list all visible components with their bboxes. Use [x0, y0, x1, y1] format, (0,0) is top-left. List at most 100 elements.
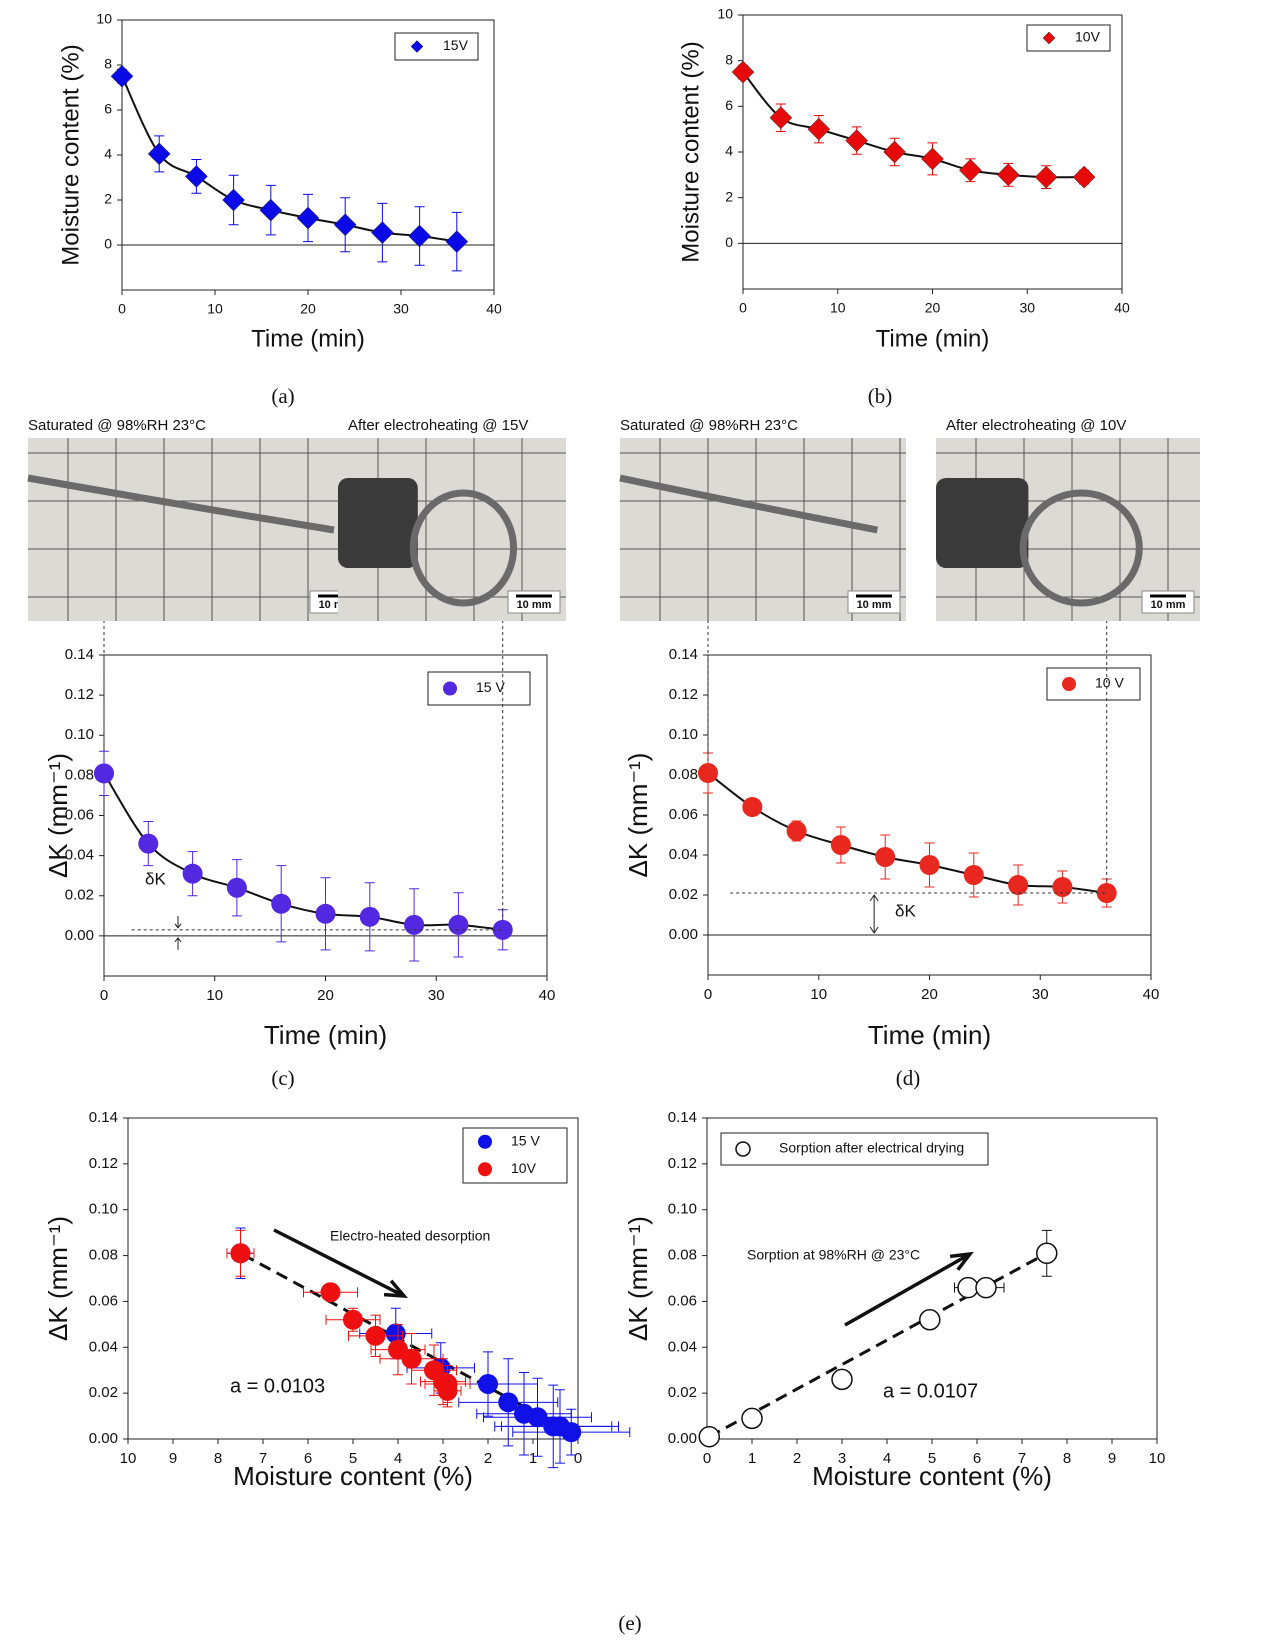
- y-tick-label: 0.06: [89, 1292, 118, 1309]
- data-point: [230, 1243, 251, 1264]
- data-point: [769, 106, 793, 130]
- data-point: [404, 914, 425, 935]
- x-tick-label: 40: [486, 301, 502, 317]
- data-point: [698, 1425, 720, 1448]
- x-axis-title: Time (min): [264, 1020, 387, 1050]
- y-axis-title: Moisture content (%): [57, 44, 84, 265]
- data-point: [222, 188, 245, 212]
- y-axis-title: ΔK (mm⁻¹): [623, 753, 653, 878]
- annotation: a = 0.0103: [230, 1375, 325, 1397]
- data-point: [830, 835, 851, 855]
- x-tick-label: 40: [1143, 986, 1160, 1003]
- y-tick-label: 0.14: [669, 646, 698, 663]
- x-tick-label: 0: [703, 1450, 711, 1467]
- data-point: [561, 1422, 582, 1443]
- y-tick-label: 0.10: [65, 726, 94, 743]
- data-point: [226, 877, 247, 898]
- y-axis-title: Moisture content (%): [677, 41, 704, 262]
- data-point: [182, 863, 203, 884]
- specimen: [619, 474, 879, 534]
- data-point: [963, 865, 984, 885]
- data-point: [1036, 1242, 1058, 1265]
- x-tick-label: 10: [206, 987, 223, 1004]
- y-tick-label: 0: [104, 236, 112, 252]
- y-tick-label: 0.02: [65, 887, 94, 904]
- y-tick-label: 0.14: [89, 1109, 118, 1126]
- caption: (d): [896, 1066, 921, 1090]
- fit-line: [708, 1251, 1048, 1439]
- annotation: δK: [145, 869, 166, 888]
- legend-marker: [478, 1134, 492, 1149]
- x-tick-label: 30: [428, 987, 445, 1004]
- x-tick-label: 7: [1018, 1450, 1026, 1467]
- y-tick-label: 6: [725, 97, 733, 113]
- data-point: [365, 1325, 386, 1346]
- legend-box: [1046, 667, 1141, 701]
- photo-label: After electroheating @ 10V: [946, 417, 1126, 434]
- x-tick-label: 2: [484, 1450, 492, 1467]
- y-tick-label: 0.12: [65, 686, 94, 703]
- fit-curve: [742, 71, 1085, 179]
- x-axis-title: Moisture content (%): [812, 1461, 1052, 1491]
- x-tick-label: 10: [120, 1450, 137, 1467]
- y-tick-label: 0.12: [668, 1155, 697, 1172]
- x-tick-label: 5: [349, 1450, 357, 1467]
- legend-marker: [1062, 677, 1076, 691]
- y-tick-label: 8: [725, 51, 733, 67]
- y-tick-label: 0.14: [65, 646, 94, 663]
- y-tick-label: 0.04: [89, 1338, 118, 1355]
- data-point: [1052, 877, 1073, 897]
- x-tick-label: 7: [259, 1450, 267, 1467]
- x-tick-label: 0: [739, 300, 747, 316]
- x-axis-title: Time (min): [868, 1020, 991, 1050]
- y-tick-label: 0.10: [668, 1201, 697, 1218]
- data-point: [1034, 165, 1058, 189]
- y-tick-label: 0.08: [65, 766, 94, 783]
- fit-curve: [707, 772, 1107, 894]
- x-tick-label: 0: [118, 301, 126, 317]
- scale-label: 10 mm: [857, 599, 892, 611]
- y-tick-label: 0.02: [669, 886, 698, 903]
- legend-label: 10 V: [1095, 675, 1124, 691]
- data-point: [448, 914, 469, 935]
- y-tick-label: 0.12: [89, 1155, 118, 1172]
- data-point: [401, 1348, 422, 1369]
- photo-label: After electroheating @ 15V: [348, 417, 528, 434]
- y-axis-title: ΔK (mm⁻¹): [623, 1216, 653, 1341]
- y-tick-label: 0.06: [668, 1292, 697, 1309]
- trend-arrow: [844, 1251, 974, 1327]
- y-tick-label: 0.14: [668, 1109, 697, 1126]
- y-tick-label: 0.12: [669, 686, 698, 703]
- legend-box: [720, 1132, 989, 1166]
- data-point: [875, 847, 896, 867]
- data-point: [845, 129, 869, 152]
- y-axis-title: ΔK (mm⁻¹): [43, 753, 73, 878]
- caption: (e): [618, 1611, 641, 1635]
- y-tick-label: 0.08: [89, 1247, 118, 1264]
- data-point: [408, 224, 431, 248]
- y-tick-label: 6: [104, 101, 112, 117]
- data-point: [385, 1323, 406, 1344]
- data-point: [359, 906, 380, 927]
- y-tick-label: 4: [104, 146, 112, 162]
- data-point: [807, 117, 831, 141]
- x-tick-label: 20: [317, 987, 334, 1004]
- x-tick-label: 2: [793, 1450, 801, 1467]
- legend-marker: [410, 40, 424, 53]
- x-tick-label: 4: [394, 1450, 402, 1467]
- x-tick-label: 4: [883, 1450, 891, 1467]
- specimen: [409, 489, 518, 607]
- y-tick-label: 0.00: [65, 927, 94, 944]
- delta-arrow: [869, 894, 879, 934]
- data-point: [320, 1282, 341, 1303]
- data-point: [371, 221, 394, 244]
- legend-marker: [735, 1141, 751, 1157]
- fit-curve: [121, 75, 457, 243]
- caption: (b): [868, 384, 893, 408]
- data-point: [831, 1368, 853, 1391]
- y-tick-label: 4: [725, 143, 733, 159]
- photo-label: Saturated @ 98%RH 23°C: [620, 417, 798, 434]
- annotation: δK: [895, 901, 916, 920]
- x-tick-label: 10: [810, 986, 827, 1003]
- x-axis-title: Time (min): [251, 325, 365, 352]
